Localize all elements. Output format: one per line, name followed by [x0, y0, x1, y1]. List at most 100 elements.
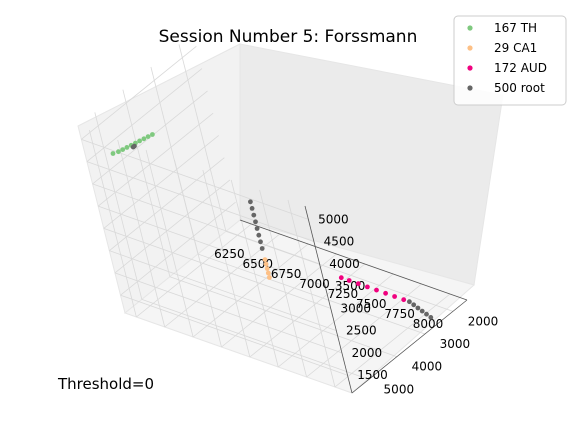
- data-point: [253, 219, 258, 225]
- data-point: [110, 151, 116, 156]
- data-point: [424, 311, 429, 317]
- grid-line-x: [192, 243, 309, 338]
- y-tick-label: 3000: [440, 337, 471, 351]
- grid-line-x: [136, 223, 252, 318]
- x-tick-label: 6250: [214, 247, 245, 261]
- x-tick-label: 8000: [413, 317, 444, 331]
- legend: 167 TH 29 CA1 172 AUD 500 root: [453, 15, 567, 106]
- data-point: [254, 226, 260, 231]
- data-point: [249, 206, 255, 211]
- data-point: [248, 199, 253, 205]
- grid-line-z: [92, 183, 320, 265]
- x-tick-label: 7750: [384, 307, 415, 321]
- data-point: [256, 232, 262, 238]
- data-point: [428, 315, 434, 320]
- threshold-annotation: Threshold=0: [57, 375, 154, 393]
- legend-marker: [467, 85, 473, 91]
- z-tick-label: 5000: [318, 212, 349, 226]
- y-tick-label: 5000: [384, 382, 415, 396]
- data-point: [145, 134, 151, 140]
- grid-line-z: [114, 272, 343, 354]
- data-point: [263, 261, 269, 267]
- y-tick-label: 4000: [412, 360, 443, 374]
- x-tick-label: 7000: [299, 277, 330, 291]
- grid-line-x: [334, 293, 451, 388]
- data-points: [110, 132, 434, 320]
- grid-line-z: [103, 135, 219, 229]
- data-point: [264, 266, 270, 271]
- legend-label: 29 CA1: [494, 41, 537, 55]
- legend-box: [453, 15, 567, 106]
- grid-line-y: [141, 299, 369, 380]
- data-point: [262, 257, 268, 262]
- grid-line-z: [109, 250, 337, 332]
- data-point: [251, 212, 257, 218]
- z-tick-label: 1500: [357, 368, 388, 382]
- legend-marker: [467, 45, 473, 51]
- grid-line-y: [225, 230, 454, 312]
- z-tick-label: 3000: [340, 301, 371, 315]
- data-point: [259, 246, 265, 251]
- chart-title: Session Number 5: Forssmann: [159, 27, 418, 47]
- grid-line-x: [287, 199, 336, 388]
- grid-line-x: [221, 253, 337, 348]
- x-axis-line: [239, 219, 468, 301]
- legend-marker: [467, 65, 473, 71]
- data-point: [355, 281, 361, 287]
- y-axis-line: [351, 299, 468, 394]
- grid-line-x: [277, 273, 394, 368]
- grid-line-z: [86, 68, 203, 162]
- grid-line-z: [114, 179, 231, 274]
- data-point: [120, 147, 126, 153]
- grid-line-y: [94, 112, 143, 300]
- data-point: [392, 294, 397, 299]
- grid-line-z: [98, 205, 326, 287]
- grid-line-z: [97, 112, 214, 207]
- z-tick-label: 4000: [329, 257, 360, 271]
- grid-line-z: [86, 161, 315, 242]
- data-point: [265, 270, 271, 276]
- grid-line-x: [145, 149, 194, 338]
- data-point: [365, 284, 370, 290]
- data-point: [124, 145, 130, 150]
- grid-line-z: [109, 157, 225, 251]
- legend-marker: [467, 25, 473, 31]
- grid-line-x: [249, 263, 366, 358]
- grid-line-x: [117, 139, 166, 328]
- data-point: [383, 290, 388, 296]
- data-point: [415, 305, 421, 311]
- grid-line-y: [197, 253, 426, 335]
- z-tick-label: 2500: [346, 324, 377, 338]
- z-axis-line: [304, 205, 353, 394]
- data-point: [338, 275, 344, 281]
- data-point: [401, 297, 407, 303]
- z-tick-label: 2000: [352, 346, 383, 360]
- data-point: [407, 299, 412, 305]
- grid-line-z: [120, 294, 348, 376]
- grid-line-y: [169, 276, 398, 358]
- x-tick-label: 7250: [328, 287, 359, 301]
- data-point: [150, 132, 155, 137]
- grid-line-x: [230, 179, 279, 368]
- floor-pane: [123, 219, 476, 394]
- y-tick-label: 2000: [468, 314, 499, 328]
- data-point: [258, 239, 263, 245]
- data-point: [411, 302, 417, 308]
- x-tick-label: 6750: [271, 267, 302, 281]
- grid-line-y: [150, 66, 199, 255]
- data-point: [137, 138, 143, 144]
- x-tick-label: 7500: [356, 297, 387, 311]
- legend-label: 172 AUD: [494, 61, 547, 75]
- data-point: [267, 275, 272, 280]
- grid-line-z: [81, 46, 197, 140]
- grid-line-y: [178, 44, 227, 232]
- grid-line-z: [103, 228, 331, 309]
- grid-line-x: [259, 189, 307, 378]
- grid-line-x: [88, 129, 137, 318]
- data-point: [132, 143, 137, 149]
- legend-label: 167 TH: [494, 21, 537, 35]
- data-point: [346, 278, 352, 283]
- data-point: [374, 287, 379, 293]
